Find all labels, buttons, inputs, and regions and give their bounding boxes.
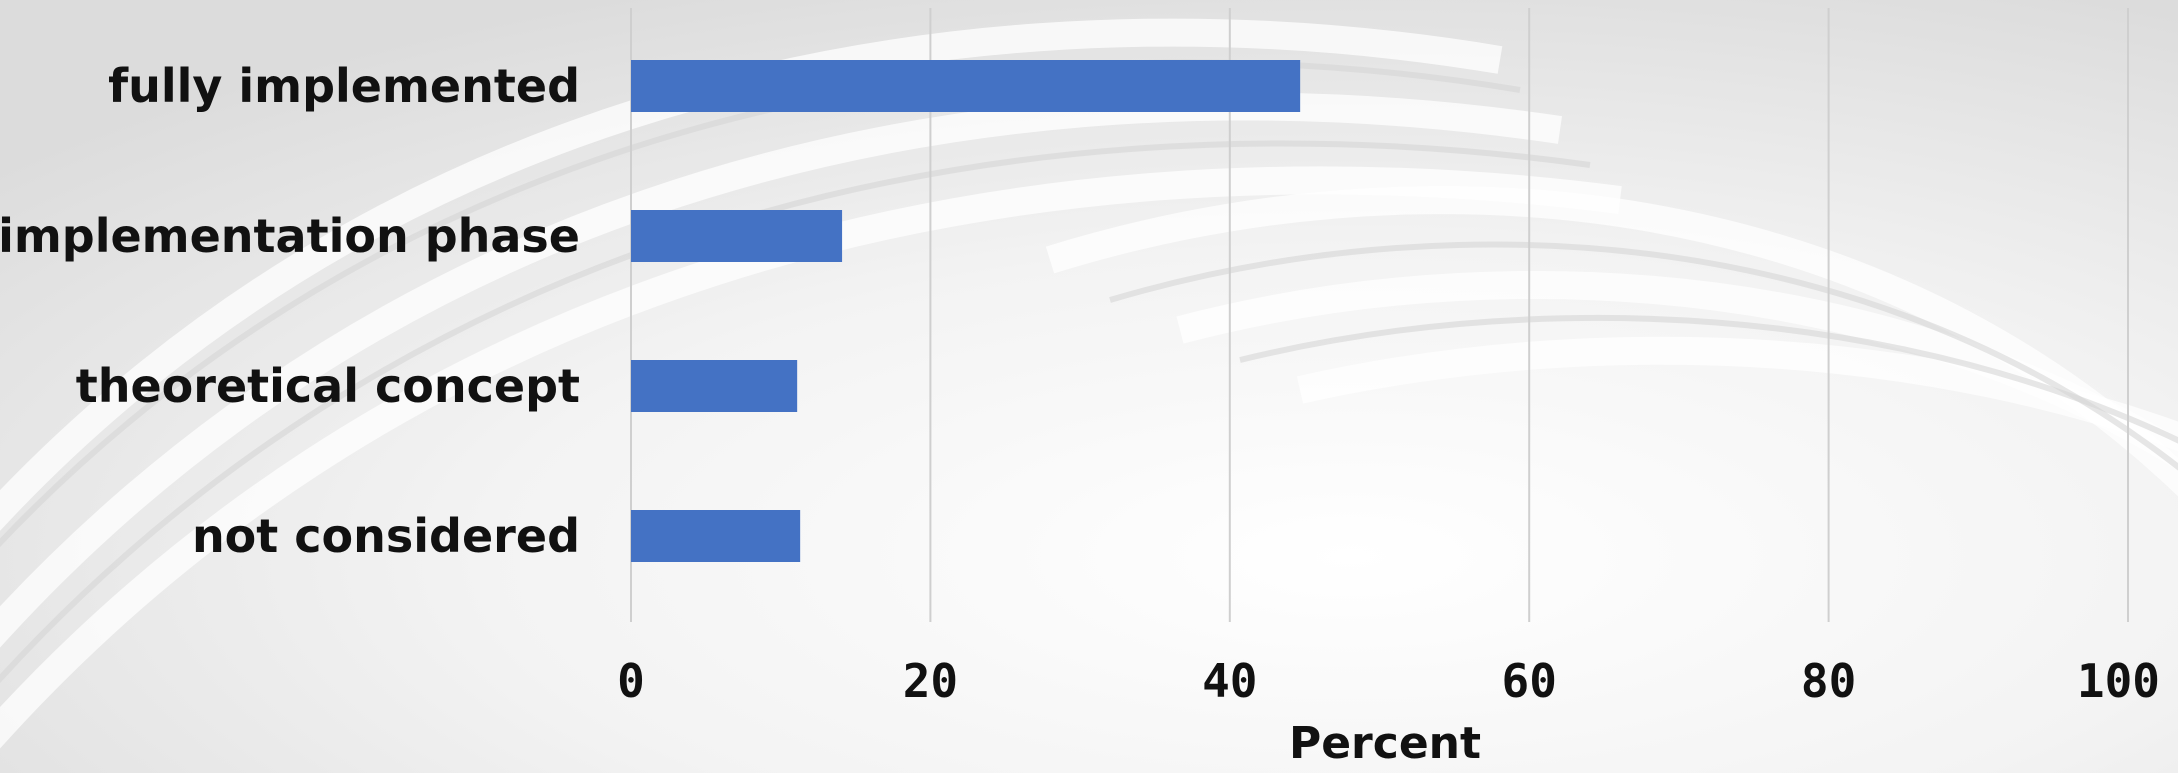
x-tick-label: 0	[617, 654, 645, 708]
x-tick-label: 60	[1502, 654, 1557, 708]
bar-theoretical-concept	[631, 360, 798, 412]
x-tick-label: 40	[1202, 654, 1257, 708]
bar-fully-implemented	[631, 60, 1301, 112]
bar-not-considered	[631, 510, 801, 562]
x-tick-label: 20	[903, 654, 958, 708]
category-label: fully implemented	[108, 59, 580, 113]
x-tick-labels: 0 20 40 60 80 100	[617, 654, 2160, 708]
x-tick-label: 100	[2077, 654, 2160, 708]
category-label: not considered	[192, 509, 580, 563]
category-labels: fully implemented implementation phase the…	[0, 59, 580, 563]
bars	[631, 60, 1301, 562]
x-tick-label: 80	[1801, 654, 1856, 708]
category-label: theoretical concept	[76, 359, 580, 413]
category-label: implementation phase	[0, 209, 580, 263]
bar-implementation-phase	[631, 210, 843, 262]
x-axis-title: Percent	[1289, 718, 1481, 769]
